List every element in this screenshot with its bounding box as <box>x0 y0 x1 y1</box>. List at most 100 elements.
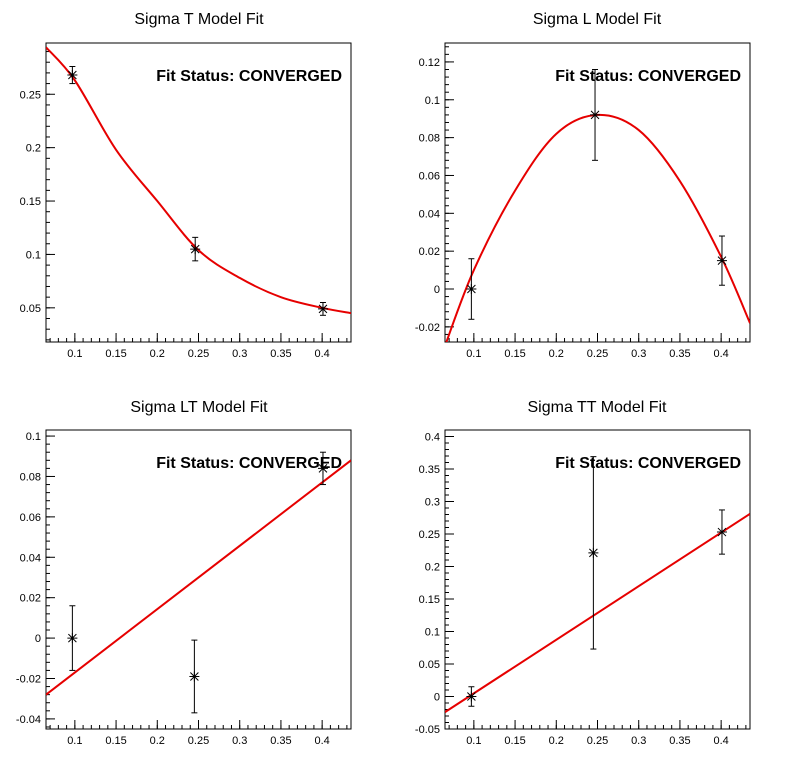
y-tick-label: 0.08 <box>419 133 440 145</box>
sigma-lt-panel: Sigma LT Model Fit 0.1 0.15 0.2 0.25 0.3 0.35 0… <box>16 399 352 747</box>
x-tick-label: 0.35 <box>669 348 690 360</box>
data-point <box>317 451 328 486</box>
y-tick-label: 0.35 <box>419 464 440 476</box>
y-tick-label: 0.02 <box>419 246 440 258</box>
y-tick-label: -0.05 <box>415 724 440 736</box>
fit-status-label: Fit Status: CONVERGED <box>156 68 342 85</box>
y-tick-label: 0.1 <box>26 431 41 443</box>
y-tick-label: 0.05 <box>419 659 440 671</box>
y-tick-label: 0.1 <box>425 95 440 107</box>
star-marker <box>466 691 477 702</box>
data-point <box>67 65 78 85</box>
star-marker <box>67 70 78 81</box>
y-tick-label: 0.04 <box>419 208 440 220</box>
x-tick-label: 0.3 <box>232 735 247 747</box>
y-tick-label: 0.06 <box>419 170 440 182</box>
x-tick-label: 0.1 <box>466 348 481 360</box>
y-tick-label: 0 <box>434 284 440 296</box>
x-tick-label: 0.2 <box>150 348 165 360</box>
plot-frame <box>444 42 751 343</box>
x-tick-label: 0.1 <box>466 735 481 747</box>
y-tick-label: 0.25 <box>20 89 41 101</box>
fit-curve <box>445 113 750 342</box>
x-tick-label: 0.4 <box>315 735 330 747</box>
star-marker <box>189 671 200 682</box>
x-tick-label: 0.2 <box>549 348 564 360</box>
star-marker <box>317 303 328 314</box>
plot-frame <box>444 429 751 730</box>
data-point <box>317 301 328 316</box>
x-tick-label: 0.4 <box>714 735 729 747</box>
data-point <box>189 639 200 714</box>
y-tick-label: 0.2 <box>26 143 41 155</box>
chart-title: Sigma LT Model Fit <box>130 399 268 416</box>
y-tick-label: -0.02 <box>415 322 440 334</box>
x-tick-label: 0.1 <box>67 735 82 747</box>
y-tick-label: 0.15 <box>419 594 440 606</box>
plot-frame <box>45 429 352 730</box>
data-point <box>67 605 78 671</box>
x-tick-label: 0.2 <box>150 735 165 747</box>
x-tick-label: 0.1 <box>67 348 82 360</box>
data-point <box>466 258 477 320</box>
y-tick-label: 0 <box>434 692 440 704</box>
y-tick-label: -0.02 <box>16 673 41 685</box>
star-marker <box>590 109 601 120</box>
x-tick-label: 0.35 <box>669 735 690 747</box>
x-tick-label: 0.4 <box>714 348 729 360</box>
x-tick-label: 0.2 <box>549 735 564 747</box>
star-marker <box>716 527 727 538</box>
y-tick-label: 0.1 <box>425 627 440 639</box>
star-marker <box>190 244 201 255</box>
x-tick-label: 0.25 <box>587 735 608 747</box>
star-marker <box>466 284 477 295</box>
chart-title: Sigma T Model Fit <box>134 11 264 28</box>
star-marker <box>588 547 599 558</box>
star-marker <box>67 633 78 644</box>
x-tick-label: 0.25 <box>587 348 608 360</box>
x-tick-label: 0.4 <box>315 348 330 360</box>
y-tick-label: 0.02 <box>20 593 41 605</box>
sigma-l-panel: Sigma L Model Fit 0.1 0.15 0.2 0.25 0.3 0.35 0.… <box>415 11 751 360</box>
fit-curve <box>445 513 750 713</box>
y-tick-label: 0.04 <box>20 552 41 564</box>
data-point <box>716 509 727 555</box>
x-tick-label: 0.25 <box>188 348 209 360</box>
x-tick-label: 0.3 <box>631 348 646 360</box>
data-point <box>716 235 727 286</box>
y-tick-label: 0.05 <box>20 303 41 315</box>
fit-status-label: Fit Status: CONVERGED <box>555 455 741 472</box>
x-tick-label: 0.15 <box>105 348 126 360</box>
fit-curve <box>46 46 351 315</box>
x-tick-label: 0.3 <box>631 735 646 747</box>
y-tick-label: 0.2 <box>425 562 440 574</box>
y-tick-label: 0.1 <box>26 249 41 261</box>
chart-title: Sigma TT Model Fit <box>527 399 667 416</box>
sigma-tt-panel: Sigma TT Model Fit 0.1 0.15 0.2 0.25 0.3 0.35 0… <box>415 399 751 747</box>
y-tick-label: 0.12 <box>419 57 440 69</box>
star-marker <box>716 255 727 266</box>
y-tick-label: 0 <box>35 633 41 645</box>
fit-status-label: Fit Status: CONVERGED <box>156 455 342 472</box>
x-tick-label: 0.15 <box>504 735 525 747</box>
y-tick-label: 0.25 <box>419 529 440 541</box>
y-tick-label: 0.15 <box>20 196 41 208</box>
y-tick-label: 0.08 <box>20 471 41 483</box>
x-tick-label: 0.35 <box>270 348 291 360</box>
y-tick-label: -0.04 <box>16 714 41 726</box>
data-point <box>588 456 599 650</box>
x-tick-label: 0.15 <box>105 735 126 747</box>
y-tick-label: 0.06 <box>20 512 41 524</box>
data-point <box>466 686 477 707</box>
x-tick-label: 0.35 <box>270 735 291 747</box>
x-tick-label: 0.15 <box>504 348 525 360</box>
x-tick-label: 0.25 <box>188 735 209 747</box>
y-tick-label: 0.3 <box>425 497 440 509</box>
chart-title: Sigma L Model Fit <box>533 11 662 28</box>
fit-curve <box>46 459 351 696</box>
plot-frame <box>45 42 352 343</box>
data-point <box>190 236 201 262</box>
star-marker <box>317 463 328 474</box>
y-tick-label: 0.4 <box>425 432 440 444</box>
